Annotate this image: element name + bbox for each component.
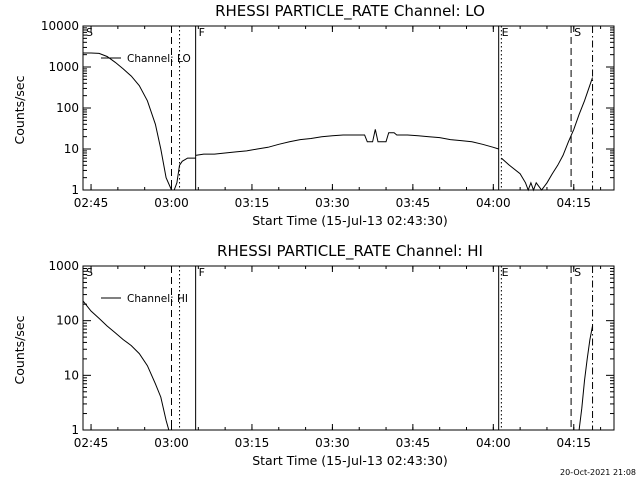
lo-x-tick-label: 03:15: [235, 196, 270, 210]
lo-x-tick-label: 03:00: [154, 196, 189, 210]
lo-series-line: [501, 77, 593, 192]
hi-x-tick-label: 03:30: [315, 436, 350, 450]
lo-x-tick-label: 03:45: [396, 196, 431, 210]
hi-y-tick-label: 1000: [48, 259, 79, 273]
lo-event-marker-label: F: [199, 26, 205, 39]
lo-legend-label: Channel: LO: [127, 53, 191, 65]
lo-plot-frame: [82, 25, 615, 191]
hi-channel-panel: RHESSI PARTICLE_RATE Channel: HI Start T…: [12, 242, 615, 468]
lo-series-line: [83, 52, 196, 191]
lo-y-tick-label: 10000: [41, 19, 79, 33]
hi-chart-title: RHESSI PARTICLE_RATE Channel: HI: [217, 242, 483, 261]
hi-event-marker-label: S: [86, 266, 93, 279]
hi-series-line: [82, 300, 170, 431]
lo-y-tick-label: 1: [71, 183, 79, 197]
hi-event-marker-label: S: [574, 266, 581, 279]
lo-channel-panel: RHESSI PARTICLE_RATE Channel: LO Start T…: [12, 2, 615, 228]
lo-chart-title: RHESSI PARTICLE_RATE Channel: LO: [215, 2, 485, 21]
lo-y-tick-label: 100: [56, 101, 79, 115]
lo-x-tick-label: 02:45: [74, 196, 109, 210]
hi-legend-label: Channel: HI: [127, 293, 188, 305]
hi-x-tick-label: 04:00: [476, 436, 511, 450]
lo-y-tick-label: 1000: [48, 60, 79, 74]
lo-series-line: [195, 129, 499, 156]
hi-x-tick-label: 03:15: [235, 436, 270, 450]
lo-x-tick-label: 04:00: [476, 196, 511, 210]
lo-x-axis-label: Start Time (15-Jul-13 02:43:30): [252, 213, 448, 228]
hi-x-tick-label: 04:15: [556, 436, 591, 450]
date-stamp: 20-Oct-2021 21:08: [560, 468, 636, 477]
hi-y-tick-label: 100: [56, 314, 79, 328]
hi-y-axis-label: Counts/sec: [12, 315, 27, 384]
lo-event-marker-label: S: [574, 26, 581, 39]
hi-event-marker-label: F: [199, 266, 205, 279]
lo-y-tick-label: 10: [64, 142, 79, 156]
lo-x-tick-label: 03:30: [315, 196, 350, 210]
lo-event-marker-label: E: [502, 26, 509, 39]
lo-event-marker-label: S: [86, 26, 93, 39]
hi-x-axis-label: Start Time (15-Jul-13 02:43:30): [252, 453, 448, 468]
hi-y-tick-label: 10: [64, 368, 79, 382]
hi-x-tick-label: 03:00: [154, 436, 189, 450]
hi-y-tick-label: 1: [71, 423, 79, 437]
hi-x-tick-label: 03:45: [396, 436, 431, 450]
lo-x-tick-label: 04:15: [556, 196, 591, 210]
hi-series-line: [578, 325, 593, 431]
hi-x-tick-label: 02:45: [74, 436, 109, 450]
hi-event-marker-label: E: [502, 266, 509, 279]
lo-y-axis-label: Counts/sec: [12, 75, 27, 144]
